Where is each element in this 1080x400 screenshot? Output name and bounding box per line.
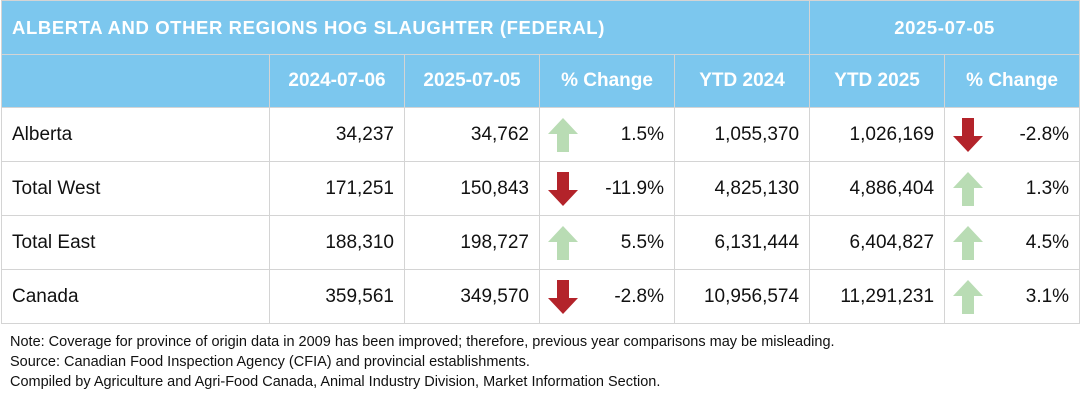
up-arrow-icon [953,280,984,314]
ytd-change-cell: -2.8% [944,107,1080,162]
ytd-2025-value: 4,886,404 [809,161,946,216]
week-change-cell: 1.5% [539,107,675,162]
table-row: Alberta 34,237 34,762 1.5% 1,055,370 1,026,16… [1,107,1080,162]
note-source: Source: Canadian Food Inspection Agency … [10,354,530,370]
week-change-value: -2.8% [614,286,664,307]
title-row: ALBERTA AND OTHER REGIONS HOG SLAUGHTER … [0,0,1080,55]
ytd-change-cell: 1.3% [944,161,1080,216]
week-2025-value: 349,570 [404,269,540,324]
ytd-2025-value: 6,404,827 [809,215,946,270]
up-arrow-icon [953,172,984,206]
hog-slaughter-table: ALBERTA AND OTHER REGIONS HOG SLAUGHTER … [0,0,1080,324]
table-row: Total East 188,310 198,727 5.5% 6,131,444 6,4… [1,215,1080,270]
header-week-change: % Change [539,54,675,108]
header-ytd-2024: YTD 2024 [673,54,811,108]
ytd-change-cell: 4.5% [944,215,1080,270]
header-week-2024: 2024-07-06 [269,54,405,108]
week-2025-value: 34,762 [404,107,540,162]
ytd-2024-value: 1,055,370 [673,107,811,162]
week-change-value: 1.5% [620,124,664,145]
header-week-2025: 2025-07-05 [404,54,540,108]
week-change-value: -11.9% [605,178,664,199]
note-compiled-by: Compiled by Agriculture and Agri-Food Ca… [10,374,661,390]
table-row: Canada 359,561 349,570 -2.8% 10,956,574 11,29… [1,269,1080,324]
ytd-change-value: 4.5% [1025,232,1070,253]
ytd-change-value: 1.3% [1025,178,1070,199]
table-title: ALBERTA AND OTHER REGIONS HOG SLAUGHTER … [0,0,811,55]
week-2024-value: 171,251 [269,161,405,216]
up-arrow-icon [548,226,578,260]
footnotes: Note: Coverage for province of origin da… [0,324,1080,392]
week-2024-value: 34,237 [269,107,405,162]
week-2025-value: 198,727 [404,215,540,270]
table-row: Total West 171,251 150,843 -11.9% 4,825,130 4… [1,161,1080,216]
ytd-2024-value: 10,956,574 [673,269,811,324]
week-change-cell: -2.8% [539,269,675,324]
down-arrow-icon [548,280,578,314]
up-arrow-icon [953,226,984,260]
ytd-change-cell: 3.1% [944,269,1080,324]
week-2024-value: 188,310 [269,215,405,270]
up-arrow-icon [548,118,578,152]
column-header-row: 2024-07-06 2025-07-05 % Change YTD 2024 … [1,54,1080,108]
week-2025-value: 150,843 [404,161,540,216]
region-name: Alberta [1,107,270,162]
down-arrow-icon [548,172,578,206]
header-ytd-2025: YTD 2025 [809,54,946,108]
header-blank-cell [1,54,270,108]
table-body: Alberta 34,237 34,762 1.5% 1,055,370 1,026,16… [1,107,1080,324]
ytd-change-value: -2.8% [1019,124,1070,145]
region-name: Total West [1,161,270,216]
week-2024-value: 359,561 [269,269,405,324]
note-coverage: Note: Coverage for province of origin da… [10,334,835,350]
week-change-cell: -11.9% [539,161,675,216]
ytd-2024-value: 6,131,444 [673,215,811,270]
ytd-2024-value: 4,825,130 [673,161,811,216]
region-name: Canada [1,269,270,324]
week-change-value: 5.5% [620,232,664,253]
ytd-2025-value: 1,026,169 [809,107,946,162]
header-ytd-change: % Change [944,54,1080,108]
region-name: Total East [1,215,270,270]
title-date: 2025-07-05 [809,0,1080,55]
week-change-cell: 5.5% [539,215,675,270]
ytd-2025-value: 11,291,231 [809,269,946,324]
ytd-change-value: 3.1% [1025,286,1070,307]
down-arrow-icon [953,118,984,152]
